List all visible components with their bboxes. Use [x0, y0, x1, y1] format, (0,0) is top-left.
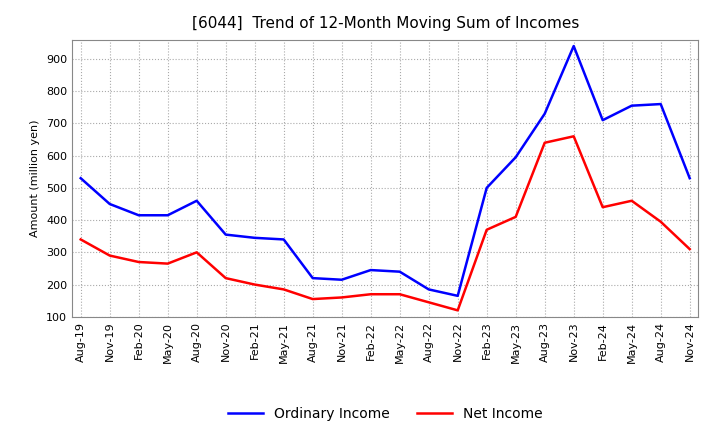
Ordinary Income	[279, 237, 288, 242]
Net Income	[251, 282, 259, 287]
Net Income	[192, 249, 201, 255]
Net Income	[76, 237, 85, 242]
Net Income	[482, 227, 491, 232]
Net Income	[657, 219, 665, 224]
Line: Ordinary Income: Ordinary Income	[81, 46, 690, 296]
Net Income	[395, 292, 404, 297]
Net Income	[366, 292, 375, 297]
Net Income	[541, 140, 549, 145]
Ordinary Income	[163, 213, 172, 218]
Ordinary Income	[192, 198, 201, 203]
Ordinary Income	[366, 268, 375, 273]
Net Income	[135, 259, 143, 264]
Net Income	[105, 253, 114, 258]
Ordinary Income	[395, 269, 404, 274]
Ordinary Income	[482, 185, 491, 191]
Ordinary Income	[685, 176, 694, 181]
Net Income	[221, 275, 230, 281]
Net Income	[454, 308, 462, 313]
Y-axis label: Amount (million yen): Amount (million yen)	[30, 119, 40, 237]
Ordinary Income	[76, 176, 85, 181]
Net Income	[163, 261, 172, 266]
Title: [6044]  Trend of 12-Month Moving Sum of Incomes: [6044] Trend of 12-Month Moving Sum of I…	[192, 16, 579, 32]
Net Income	[279, 287, 288, 292]
Net Income	[338, 295, 346, 300]
Net Income	[308, 297, 317, 302]
Ordinary Income	[251, 235, 259, 241]
Ordinary Income	[308, 275, 317, 281]
Ordinary Income	[221, 232, 230, 237]
Ordinary Income	[511, 154, 520, 160]
Ordinary Income	[135, 213, 143, 218]
Ordinary Income	[424, 287, 433, 292]
Net Income	[424, 300, 433, 305]
Net Income	[598, 205, 607, 210]
Ordinary Income	[541, 111, 549, 116]
Ordinary Income	[627, 103, 636, 108]
Ordinary Income	[657, 102, 665, 107]
Ordinary Income	[338, 277, 346, 282]
Ordinary Income	[570, 44, 578, 49]
Ordinary Income	[105, 202, 114, 207]
Ordinary Income	[454, 293, 462, 298]
Legend: Ordinary Income, Net Income: Ordinary Income, Net Income	[222, 401, 548, 426]
Line: Net Income: Net Income	[81, 136, 690, 310]
Ordinary Income	[598, 117, 607, 123]
Net Income	[627, 198, 636, 203]
Net Income	[511, 214, 520, 220]
Net Income	[685, 246, 694, 252]
Net Income	[570, 134, 578, 139]
